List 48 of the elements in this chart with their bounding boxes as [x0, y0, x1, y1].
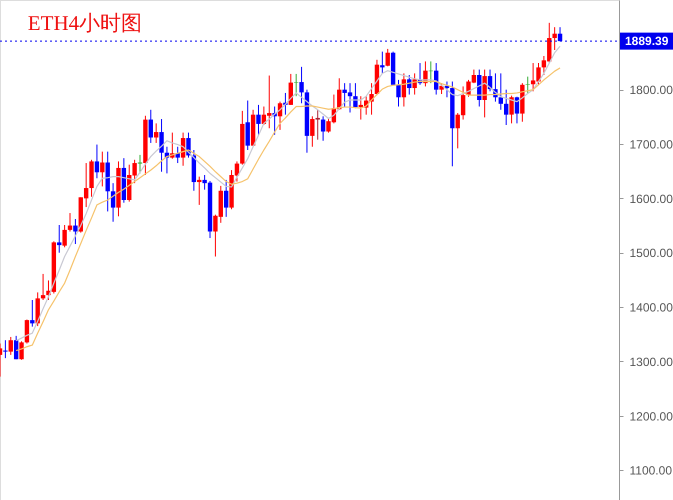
ref-line-label: 1889.39: [625, 34, 669, 48]
candlestick: [526, 76, 530, 94]
candlestick: [197, 176, 202, 206]
candlestick: [552, 26, 557, 50]
candlestick: [154, 122, 158, 144]
candlestick: [498, 72, 504, 110]
candlestick: [386, 48, 390, 67]
candlestick: [299, 66, 304, 104]
candlestick: [256, 104, 261, 136]
candlestick: [380, 51, 385, 74]
candlestick: [294, 73, 298, 97]
candlestick: [8, 336, 13, 356]
candlestick: [62, 224, 67, 248]
candlestick: [402, 72, 406, 108]
y-tick-label: 1400.00: [630, 300, 673, 315]
candlestick: [316, 109, 320, 140]
candlestick: [353, 82, 358, 109]
candlestick: [288, 73, 293, 106]
candlestick: [148, 109, 153, 144]
candlestick: [110, 182, 116, 222]
candlestick: [434, 62, 438, 96]
candlestick: [246, 100, 250, 150]
candlestick: [504, 89, 508, 126]
y-tick-label: 1700.00: [630, 138, 673, 152]
candlestick: [159, 118, 164, 172]
y-tick-label: 1800.00: [630, 83, 673, 98]
y-tick-label: 1100.00: [630, 464, 672, 478]
text: ETH4小时图: [28, 11, 142, 35]
candlestick: [428, 60, 433, 84]
y-tick-label: 1200.00: [630, 409, 673, 424]
candlestick: [73, 218, 78, 245]
y-tick-label: 1300.00: [630, 354, 673, 369]
y-tick-label: 1600.00: [630, 192, 673, 206]
candlestick: [94, 144, 100, 179]
candlestick: [30, 300, 35, 328]
candlestick: [320, 116, 326, 142]
candlestick: [100, 151, 105, 187]
candlestick: [337, 78, 342, 110]
candlestick: [509, 95, 514, 124]
candlestick: [482, 69, 487, 118]
candlestick: [68, 212, 72, 232]
y-tick-label: 1500.00: [630, 246, 673, 260]
candlestick: [3, 340, 8, 359]
candlestick: [40, 273, 46, 300]
candlestick: [57, 224, 62, 254]
candlestick: [24, 319, 30, 344]
candlestick: [224, 179, 228, 218]
candlestick: [310, 116, 315, 148]
